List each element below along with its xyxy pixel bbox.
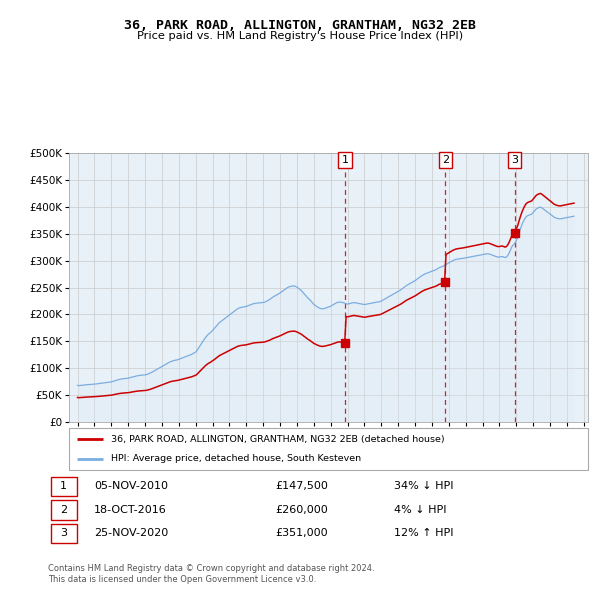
Text: 05-NOV-2010: 05-NOV-2010 [94,481,168,491]
Text: Contains HM Land Registry data © Crown copyright and database right 2024.: Contains HM Land Registry data © Crown c… [48,565,374,573]
FancyBboxPatch shape [50,477,77,496]
Text: 3: 3 [511,155,518,165]
Text: 25-NOV-2020: 25-NOV-2020 [94,528,168,538]
Text: 2: 2 [60,504,67,514]
Text: £351,000: £351,000 [275,528,328,538]
Text: 3: 3 [60,528,67,538]
Text: 34% ↓ HPI: 34% ↓ HPI [394,481,453,491]
FancyBboxPatch shape [50,524,77,543]
Text: Price paid vs. HM Land Registry's House Price Index (HPI): Price paid vs. HM Land Registry's House … [137,31,463,41]
FancyBboxPatch shape [69,428,588,470]
Text: 18-OCT-2016: 18-OCT-2016 [94,504,167,514]
Text: 1: 1 [60,481,67,491]
Text: 4% ↓ HPI: 4% ↓ HPI [394,504,446,514]
Text: 36, PARK ROAD, ALLINGTON, GRANTHAM, NG32 2EB (detached house): 36, PARK ROAD, ALLINGTON, GRANTHAM, NG32… [110,435,444,444]
Text: £260,000: £260,000 [275,504,328,514]
Text: 1: 1 [341,155,349,165]
Text: HPI: Average price, detached house, South Kesteven: HPI: Average price, detached house, Sout… [110,454,361,463]
Text: 12% ↑ HPI: 12% ↑ HPI [394,528,453,538]
Text: This data is licensed under the Open Government Licence v3.0.: This data is licensed under the Open Gov… [48,575,316,584]
FancyBboxPatch shape [50,500,77,520]
Text: 36, PARK ROAD, ALLINGTON, GRANTHAM, NG32 2EB: 36, PARK ROAD, ALLINGTON, GRANTHAM, NG32… [124,19,476,32]
Text: 2: 2 [442,155,449,165]
Text: £147,500: £147,500 [275,481,328,491]
